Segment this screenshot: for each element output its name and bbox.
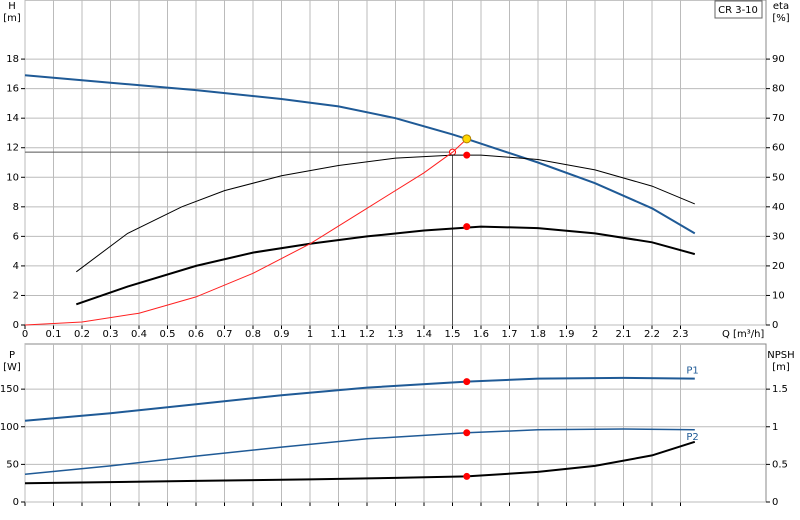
y2-axis-label: [%] xyxy=(772,13,789,24)
y-tick-label: 4 xyxy=(13,261,19,272)
y2-tick-label: 70 xyxy=(772,113,785,124)
operating-point xyxy=(463,151,471,159)
x-tick-label: 2 xyxy=(592,329,598,340)
x-tick-label: 0.9 xyxy=(274,329,290,340)
x-tick-label: 1.6 xyxy=(473,329,489,340)
y-axis-label: [m] xyxy=(3,13,21,24)
y2-tick-label: 80 xyxy=(772,84,785,95)
operating-point xyxy=(463,223,471,231)
curve xyxy=(76,154,695,273)
y2-axis-label: NPSH xyxy=(767,350,794,361)
curve-label: P1 xyxy=(686,366,698,377)
y2-tick-label: 30 xyxy=(772,231,785,242)
y-axis-label: [W] xyxy=(3,362,21,373)
x-tick-label: 1.2 xyxy=(359,329,375,340)
y-tick-label: 2 xyxy=(13,290,19,301)
y-tick-label: 100 xyxy=(0,422,19,433)
curve xyxy=(75,225,696,306)
operating-point xyxy=(463,429,471,437)
x-tick-label: 2.2 xyxy=(644,329,660,340)
x-tick-label: 0.1 xyxy=(46,329,62,340)
y2-tick-label: 50 xyxy=(772,172,785,183)
curve xyxy=(24,376,695,422)
y-tick-label: 14 xyxy=(6,113,19,124)
curve-label: P2 xyxy=(686,432,698,443)
x-tick-label: 0.7 xyxy=(217,329,233,340)
x-tick-label: 1.9 xyxy=(559,329,575,340)
x-axis-label: Q [m³/h] xyxy=(722,329,764,340)
x-tick-label: 2.3 xyxy=(673,329,689,340)
x-tick-label: 1.8 xyxy=(530,329,546,340)
curve xyxy=(24,74,696,235)
y2-tick-label: 40 xyxy=(772,202,785,213)
y2-tick-label: 0 xyxy=(772,320,778,331)
x-tick-label: 1.4 xyxy=(416,329,432,340)
y-tick-label: 50 xyxy=(6,459,19,470)
curve xyxy=(24,138,468,326)
x-tick-label: 1 xyxy=(307,329,313,340)
x-tick-label: 1.5 xyxy=(445,329,461,340)
y2-tick-label: 0 xyxy=(772,497,778,508)
curve xyxy=(24,428,695,475)
y2-tick-label: 60 xyxy=(772,143,785,154)
operating-point xyxy=(463,378,471,386)
operating-point xyxy=(463,472,471,480)
y-tick-label: 8 xyxy=(13,202,19,213)
y-axis-label: P xyxy=(9,350,15,361)
x-tick-label: 1.1 xyxy=(331,329,347,340)
y2-tick-label: 20 xyxy=(772,261,785,272)
x-tick-label: 0 xyxy=(22,329,28,340)
y2-tick-label: 1 xyxy=(772,422,778,433)
y-tick-label: 10 xyxy=(6,172,19,183)
y2-axis-label: eta xyxy=(773,1,789,12)
x-tick-label: 0.6 xyxy=(188,329,204,340)
curve xyxy=(24,440,696,485)
x-tick-label: 0.8 xyxy=(245,329,261,340)
annotation: CR 3-10 xyxy=(718,5,758,16)
y2-tick-label: 90 xyxy=(772,54,785,65)
annotation-box xyxy=(714,0,763,19)
x-tick-label: 2.1 xyxy=(616,329,632,340)
x-tick-label: 0.5 xyxy=(160,329,176,340)
y-tick-label: 0 xyxy=(13,497,19,508)
y-tick-label: 150 xyxy=(0,384,19,395)
x-tick-label: 0.2 xyxy=(74,329,90,340)
x-tick-label: 0.4 xyxy=(131,329,147,340)
x-tick-label: 0.3 xyxy=(103,329,119,340)
x-tick-label: 1.7 xyxy=(502,329,518,340)
operating-point xyxy=(462,134,472,144)
y-tick-label: 18 xyxy=(6,54,19,65)
y2-tick-label: 0.5 xyxy=(772,459,788,470)
y-tick-label: 16 xyxy=(6,84,19,95)
x-tick-label: 1.3 xyxy=(388,329,404,340)
y2-tick-label: 1.5 xyxy=(772,384,788,395)
y-tick-label: 6 xyxy=(13,231,19,242)
y-axis-label: H xyxy=(8,1,16,12)
y2-axis-label: [m] xyxy=(772,362,790,373)
y-tick-label: 0 xyxy=(13,320,19,331)
y-tick-label: 12 xyxy=(6,143,19,154)
y2-tick-label: 10 xyxy=(772,290,785,301)
